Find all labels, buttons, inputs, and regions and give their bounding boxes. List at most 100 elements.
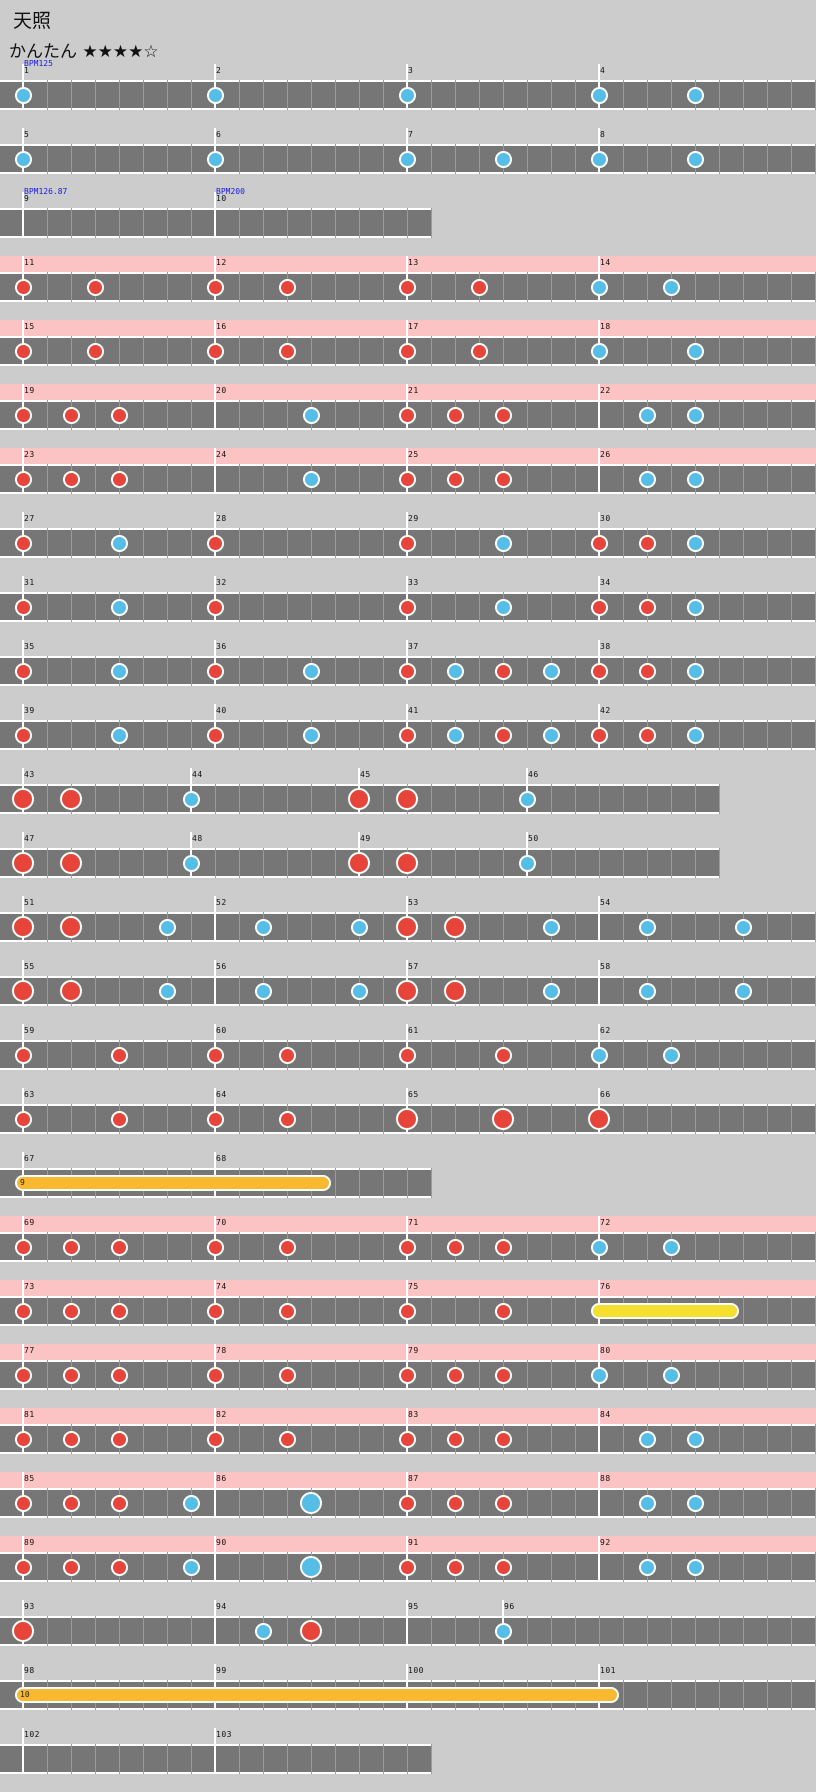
ka-note [662, 1046, 680, 1064]
beat-line [551, 1424, 552, 1454]
beat-line [719, 1488, 720, 1518]
beat-line [647, 1616, 648, 1646]
beat-line [671, 912, 672, 942]
gogo-band [0, 256, 816, 272]
beat-line [311, 1744, 312, 1774]
beat-line [287, 976, 288, 1006]
beat-line [311, 1424, 312, 1454]
beat-line [263, 1360, 264, 1390]
ka-note [686, 726, 704, 744]
beat-line [263, 208, 264, 238]
beat-line [239, 1104, 240, 1134]
beat-line [479, 144, 480, 174]
beat-line [671, 1552, 672, 1582]
beat-line [143, 1488, 144, 1518]
don-note [638, 726, 656, 744]
beat-line [71, 336, 72, 366]
measure-number: 94 [216, 1602, 227, 1611]
beat-line [335, 464, 336, 494]
beat-line [791, 1040, 792, 1070]
beat-line [287, 592, 288, 622]
beat-line [479, 848, 480, 878]
beat-line [383, 592, 384, 622]
ka-note [638, 1430, 656, 1448]
beat-line [479, 1552, 480, 1582]
beat-line [575, 592, 576, 622]
beat-line [287, 848, 288, 878]
ka-note [182, 790, 200, 808]
gogo-band [0, 1280, 816, 1296]
beat-line [383, 912, 384, 942]
beat-line [431, 1616, 432, 1646]
measure-number: 50 [528, 834, 539, 843]
beat-line [455, 784, 456, 814]
measure-number: 39 [24, 706, 35, 715]
score-row: 73 74 75 76 [0, 1280, 816, 1344]
beat-line [311, 1232, 312, 1262]
beat-line [623, 1616, 624, 1646]
beat-line [383, 208, 384, 238]
score-row: 47 48 49 50 [0, 832, 816, 896]
measure-number: 76 [600, 1282, 611, 1291]
beat-line [71, 144, 72, 174]
beat-line [431, 912, 432, 942]
beat-line [743, 1040, 744, 1070]
beat-line [671, 784, 672, 814]
measure-number: 11 [24, 258, 35, 267]
beat-line [335, 144, 336, 174]
beat-line [479, 80, 480, 110]
beat-line [287, 912, 288, 942]
don-note [206, 1430, 224, 1448]
don-note [446, 1494, 464, 1512]
beat-line [455, 1104, 456, 1134]
beat-line [383, 784, 384, 814]
beat-line [503, 272, 504, 302]
ka-note [398, 86, 416, 104]
beat-line [623, 272, 624, 302]
beat-line [719, 272, 720, 302]
beat-line [71, 272, 72, 302]
don-note [494, 406, 512, 424]
beat-line [767, 1680, 768, 1710]
measure-number: 26 [600, 450, 611, 459]
beat-line [383, 1424, 384, 1454]
measure-number: 15 [24, 322, 35, 331]
ka-note [638, 1494, 656, 1512]
don-note [206, 278, 224, 296]
beat-line [359, 1296, 360, 1326]
beat-line [119, 848, 120, 878]
gogo-band [0, 1344, 816, 1360]
beat-line [71, 592, 72, 622]
ka-note [590, 86, 608, 104]
don-note [110, 406, 128, 424]
beat-line [311, 336, 312, 366]
beat-line [695, 272, 696, 302]
beat-line [431, 528, 432, 558]
beat-line [407, 1168, 408, 1198]
big-don-note [396, 980, 418, 1002]
measure-number: 7 [408, 130, 414, 139]
score-row: 19 20 21 22 [0, 384, 816, 448]
beat-line [167, 336, 168, 366]
don-note [14, 1366, 32, 1384]
measure-number: 46 [528, 770, 539, 779]
big-don-note [396, 852, 418, 874]
don-note [206, 598, 224, 616]
bar-line [598, 1536, 600, 1582]
beat-line [647, 1232, 648, 1262]
beat-line [767, 656, 768, 686]
beat-line [359, 336, 360, 366]
ka-note [110, 662, 128, 680]
beat-line [95, 1360, 96, 1390]
don-note [638, 598, 656, 616]
beat-line [719, 336, 720, 366]
beat-line [359, 1040, 360, 1070]
ka-note [182, 854, 200, 872]
bar-line [598, 1472, 600, 1518]
beat-line [71, 1744, 72, 1774]
beat-line [191, 720, 192, 750]
don-note [14, 1558, 32, 1576]
score-row: 98 99 100 101 10 [0, 1664, 816, 1728]
beat-line [767, 1296, 768, 1326]
ka-note [494, 150, 512, 168]
